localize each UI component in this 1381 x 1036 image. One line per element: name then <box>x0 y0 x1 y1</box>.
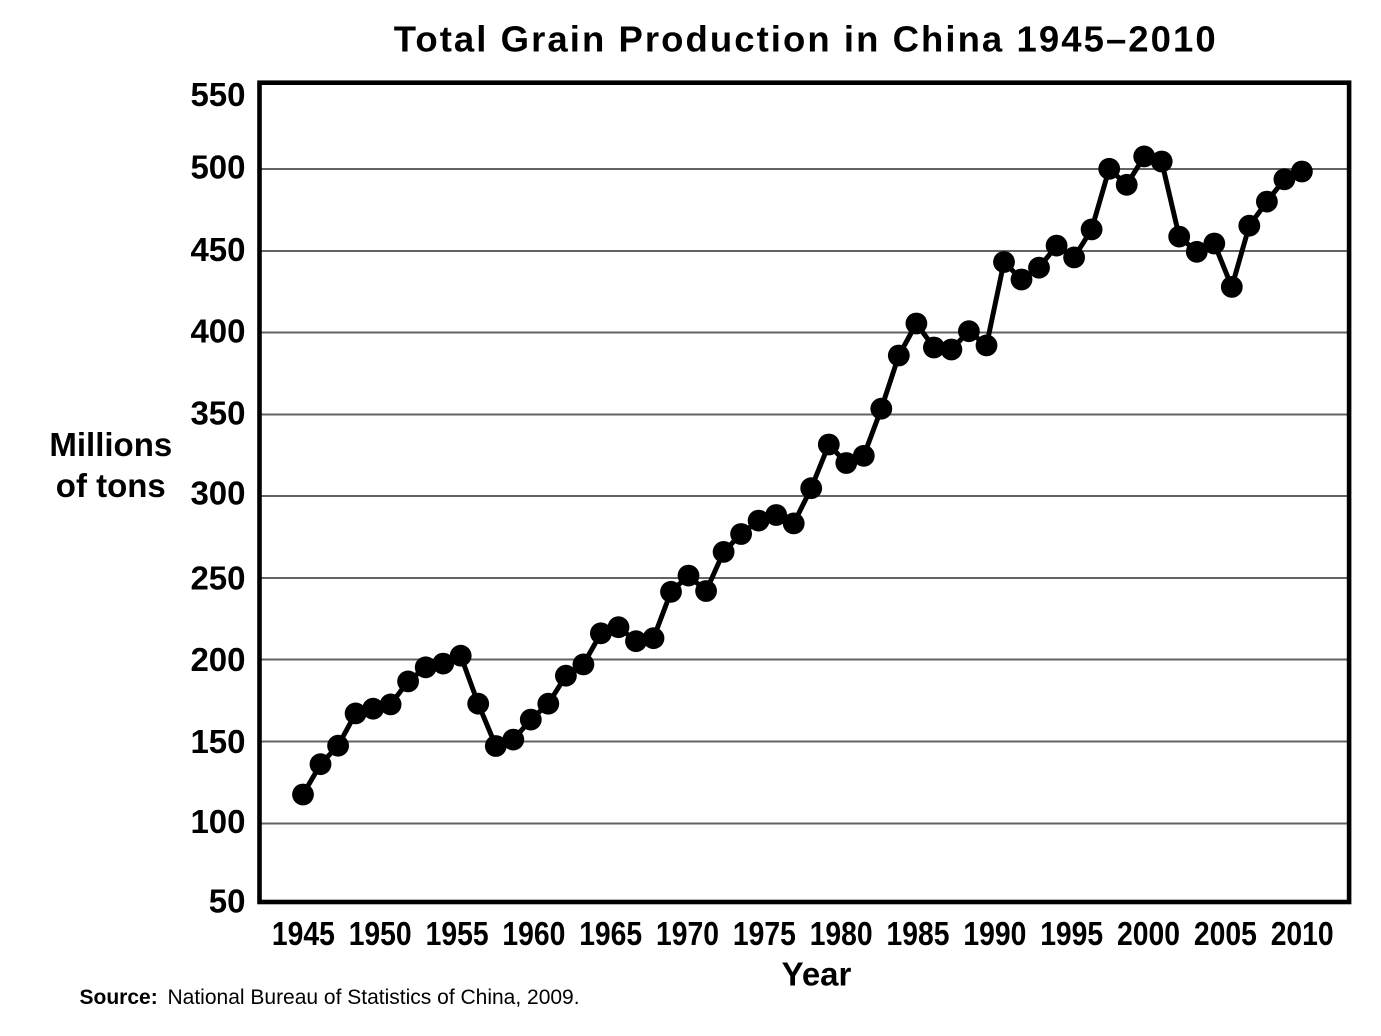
svg-text:1980: 1980 <box>810 915 873 952</box>
svg-text:Source:National Bureau of Stat: Source: National Bureau of Statistics of … <box>80 986 580 1009</box>
svg-text:1955: 1955 <box>426 915 489 952</box>
svg-text:100: 100 <box>190 803 245 840</box>
svg-text:2010: 2010 <box>1271 915 1334 952</box>
svg-text:250: 250 <box>190 560 245 597</box>
svg-text:1975: 1975 <box>733 915 796 952</box>
svg-text:450: 450 <box>190 231 245 268</box>
svg-text:550: 550 <box>190 76 245 113</box>
svg-text:1995: 1995 <box>1040 915 1103 952</box>
svg-text:1970: 1970 <box>656 915 719 952</box>
svg-text:500: 500 <box>190 148 245 185</box>
svg-text:of tons: of tons <box>56 467 166 504</box>
svg-text:50: 50 <box>209 882 246 919</box>
svg-text:400: 400 <box>190 313 245 350</box>
svg-text:200: 200 <box>190 641 245 678</box>
svg-text:1985: 1985 <box>887 915 950 952</box>
svg-text:150: 150 <box>190 723 245 760</box>
svg-text:2000: 2000 <box>1117 915 1180 952</box>
svg-text:1990: 1990 <box>963 915 1026 952</box>
svg-text:2005: 2005 <box>1194 915 1257 952</box>
svg-text:1965: 1965 <box>579 915 642 952</box>
svg-text:300: 300 <box>190 475 245 512</box>
svg-text:1950: 1950 <box>349 915 412 952</box>
svg-text:1945: 1945 <box>272 915 335 952</box>
svg-text:Year: Year <box>782 956 852 993</box>
svg-text:Millions: Millions <box>49 426 172 463</box>
svg-text:1960: 1960 <box>502 915 565 952</box>
svg-text:350: 350 <box>190 394 245 431</box>
svg-text:Total Grain Production in Chin: Total Grain Production in China 1945–201… <box>394 19 1216 60</box>
